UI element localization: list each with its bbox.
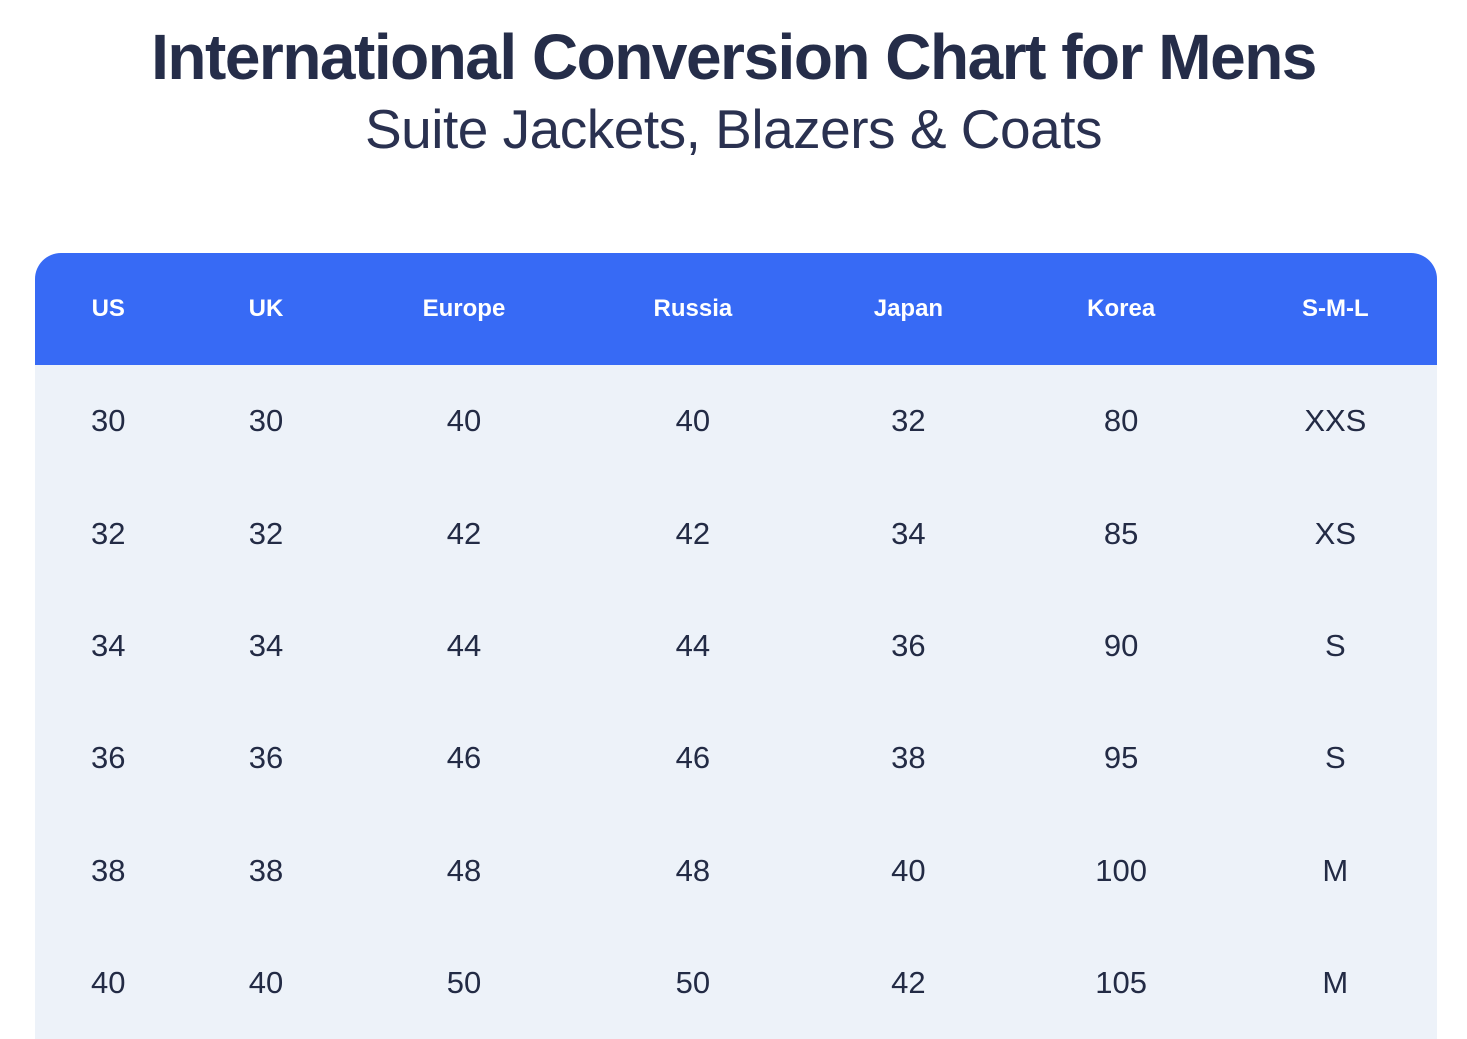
table-cell: 40 xyxy=(446,403,482,439)
table-cell: 38 xyxy=(891,740,926,776)
table-cell: 34 xyxy=(91,627,126,663)
column-header-korea: Korea xyxy=(1087,295,1156,322)
table-cell: 105 xyxy=(1095,965,1148,1001)
table-cell: 80 xyxy=(1103,403,1139,439)
column-header-uk: UK xyxy=(248,295,284,322)
table-cell: 40 xyxy=(891,852,926,888)
table-cell: 32 xyxy=(248,515,284,551)
table-cell: 40 xyxy=(675,403,711,439)
table-cell: XS xyxy=(1314,515,1357,551)
table-cell: XXS xyxy=(1304,403,1367,439)
table-header: US UK Europe Russia Japan Korea S-M-L xyxy=(35,253,1437,365)
table-cell: 38 xyxy=(91,852,126,888)
conversion-table: US UK Europe Russia Japan Korea S-M-L 30… xyxy=(35,253,1437,1039)
table-cell: 100 xyxy=(1095,852,1148,888)
conversion-table-container: US UK Europe Russia Japan Korea S-M-L 30… xyxy=(35,253,1437,1039)
page-subtitle: Suite Jackets, Blazers & Coats xyxy=(365,98,1102,161)
column-header-us: US xyxy=(91,295,125,322)
table-cell: 46 xyxy=(675,740,711,776)
table-cell: 44 xyxy=(446,627,482,663)
table-cell: 42 xyxy=(891,965,926,1001)
table-cell: 30 xyxy=(91,403,126,439)
column-header-japan: Japan xyxy=(873,295,944,322)
table-cell: 46 xyxy=(446,740,482,776)
table-cell: 36 xyxy=(891,627,926,663)
table-row: 38 38 48 48 40 100 M xyxy=(35,814,1437,927)
table-cell: 95 xyxy=(1103,740,1139,776)
table-cell: 36 xyxy=(248,740,284,776)
table-cell: 30 xyxy=(248,403,284,439)
table-cell: 34 xyxy=(248,627,284,663)
page-header: International Conversion Chart for Mens … xyxy=(0,0,1467,162)
table-cell: M xyxy=(1322,852,1349,888)
table-row: 40 40 50 50 42 105 M xyxy=(35,926,1437,1039)
page-title: International Conversion Chart for Mens xyxy=(151,21,1317,93)
table-cell: 42 xyxy=(446,515,482,551)
column-header-sml: S-M-L xyxy=(1302,295,1369,322)
table-row: 36 36 46 46 38 95 S xyxy=(35,702,1437,815)
table-cell: 34 xyxy=(891,515,926,551)
table-row: 34 34 44 44 36 90 S xyxy=(35,589,1437,703)
table-row: 32 32 42 42 34 85 XS xyxy=(35,477,1437,590)
column-header-russia: Russia xyxy=(653,295,733,322)
table-cell: 32 xyxy=(91,515,126,551)
table-cell: 50 xyxy=(446,965,482,1001)
table-cell: 44 xyxy=(675,627,711,663)
table-cell: 50 xyxy=(675,965,711,1001)
table-cell: 38 xyxy=(248,852,284,888)
table-cell: 40 xyxy=(91,965,126,1001)
table-cell: 32 xyxy=(891,403,926,439)
table-row: 30 30 40 40 32 80 XXS xyxy=(35,365,1437,478)
table-body: 30 30 40 40 32 80 XXS 32 32 42 42 34 85 … xyxy=(35,365,1437,1039)
table-cell: 42 xyxy=(675,515,711,551)
table-cell: 48 xyxy=(675,852,711,888)
table-cell: M xyxy=(1322,965,1349,1001)
table-cell: 40 xyxy=(248,965,284,1001)
table-cell: 90 xyxy=(1103,627,1139,663)
column-header-europe: Europe xyxy=(422,295,506,322)
table-cell: 85 xyxy=(1103,515,1139,551)
table-cell: 48 xyxy=(446,852,482,888)
table-header-row: US UK Europe Russia Japan Korea S-M-L xyxy=(35,253,1437,365)
table-cell: S xyxy=(1324,627,1346,663)
table-cell: S xyxy=(1324,740,1346,776)
table-cell: 36 xyxy=(91,740,126,776)
